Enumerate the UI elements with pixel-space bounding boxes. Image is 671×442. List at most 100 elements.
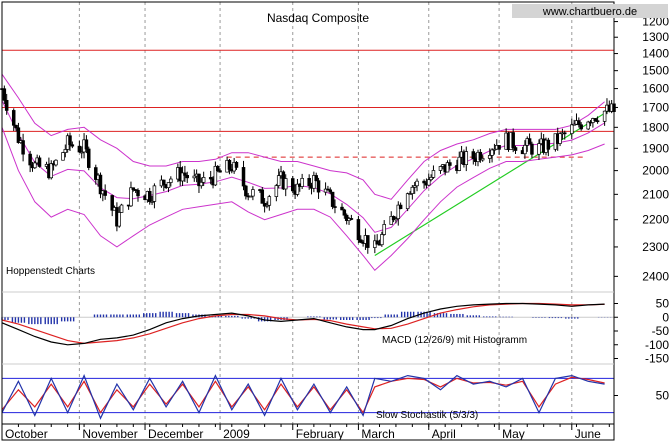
stoch-y-tick-label: 50: [656, 389, 670, 403]
x-tick-label: March: [361, 427, 394, 441]
candle-body: [527, 138, 532, 145]
macd-panel: [1, 302, 614, 346]
candle-body: [21, 140, 25, 155]
candle-body: [77, 145, 82, 153]
candle-body: [570, 124, 574, 134]
stoch-k-line: [1, 374, 605, 420]
candle-body: [328, 189, 333, 193]
candle-body: [37, 157, 42, 167]
candle-body: [427, 179, 431, 186]
candle-body: [267, 196, 272, 206]
candle-body: [330, 191, 335, 207]
candle-body: [131, 187, 136, 190]
stoch-label: Slow Stochastik (5/3/3): [376, 410, 478, 421]
macd-y-tick-label: -50: [652, 324, 670, 338]
candle-body: [169, 178, 173, 183]
y-tick-label: 2000: [642, 164, 669, 178]
candle-body: [11, 110, 16, 126]
candle-body: [457, 156, 461, 171]
tick-labels: October November December 2009 February March…: [5, 15, 669, 441]
candle-body: [185, 175, 189, 179]
candle-body: [150, 201, 154, 203]
x-tick-label: December: [148, 427, 203, 441]
y-tick-label: 1700: [642, 100, 669, 114]
candle-body: [117, 212, 121, 227]
candle-body: [396, 204, 401, 219]
candle-body: [415, 180, 419, 187]
candle-body: [558, 133, 562, 144]
candle-body: [70, 144, 75, 147]
candle-body: [152, 185, 157, 202]
y-tick-label: 1500: [642, 64, 669, 78]
candle-body: [307, 178, 311, 187]
candle-body: [260, 189, 265, 204]
candle-body: [366, 235, 370, 248]
candle-body: [213, 165, 218, 186]
candle-body: [136, 190, 140, 197]
candle-body: [274, 185, 279, 197]
candle-body: [405, 193, 410, 210]
y-tick-label: 1800: [642, 120, 669, 134]
candle-body: [593, 118, 597, 122]
bollinger-middle: [1, 100, 605, 233]
candle-body: [431, 170, 436, 178]
candle-body: [410, 186, 415, 194]
candle-body: [422, 180, 426, 184]
candle-body: [28, 153, 32, 166]
candle-body: [251, 189, 255, 197]
candle-body: [234, 161, 239, 168]
candle-body: [265, 204, 269, 207]
candle-body: [523, 144, 527, 155]
candle-body: [183, 172, 187, 176]
candle-body: [61, 152, 65, 161]
candle-body: [572, 123, 576, 126]
candle-body: [300, 178, 304, 187]
candle-body: [579, 124, 583, 130]
candle-body: [595, 120, 600, 123]
source-label: Hoppenstedt Charts: [6, 266, 95, 277]
candle-body: [344, 214, 349, 221]
candle-body: [577, 120, 581, 126]
candle-body: [490, 149, 494, 156]
candle-body: [389, 216, 393, 225]
candle-body: [412, 185, 417, 188]
x-tick-label: February: [296, 427, 344, 441]
bollinger-bands: [1, 73, 605, 272]
candle-body: [110, 195, 114, 211]
chart-title: Nasdaq Composite: [267, 11, 369, 25]
candle-body: [563, 132, 567, 135]
candle-body: [119, 204, 124, 213]
x-tick-label: 2009: [223, 427, 250, 441]
candle-body: [537, 143, 541, 155]
candle-body: [394, 218, 398, 221]
candle-body: [227, 159, 232, 170]
candle-body: [391, 216, 396, 221]
macd-y-tick-label: -100: [645, 338, 669, 352]
y-tick-label: 1400: [642, 47, 669, 61]
candle-body: [276, 175, 281, 186]
macd-line: [1, 302, 605, 346]
candle-body: [478, 151, 483, 161]
candle-body: [323, 188, 328, 193]
candle-body: [342, 209, 347, 216]
candle-body: [218, 170, 222, 173]
candle-body: [129, 187, 133, 207]
bollinger-lower: [1, 127, 605, 272]
candle-body: [380, 234, 384, 246]
x-tick-label: May: [502, 427, 525, 441]
candle-body: [79, 151, 84, 154]
candle-body: [94, 167, 98, 180]
candle-body: [375, 240, 379, 245]
macd-y-tick-label: 50: [656, 297, 670, 311]
candle-body: [445, 162, 450, 173]
candle-body: [248, 195, 253, 198]
candle-body: [201, 177, 206, 183]
y-tick-label: 1600: [642, 82, 669, 96]
candle-body: [208, 177, 213, 180]
macd-y-tick-label: -150: [645, 352, 669, 366]
bollinger-upper: [1, 73, 605, 200]
candle-body: [16, 127, 21, 143]
candle-body: [199, 181, 204, 187]
